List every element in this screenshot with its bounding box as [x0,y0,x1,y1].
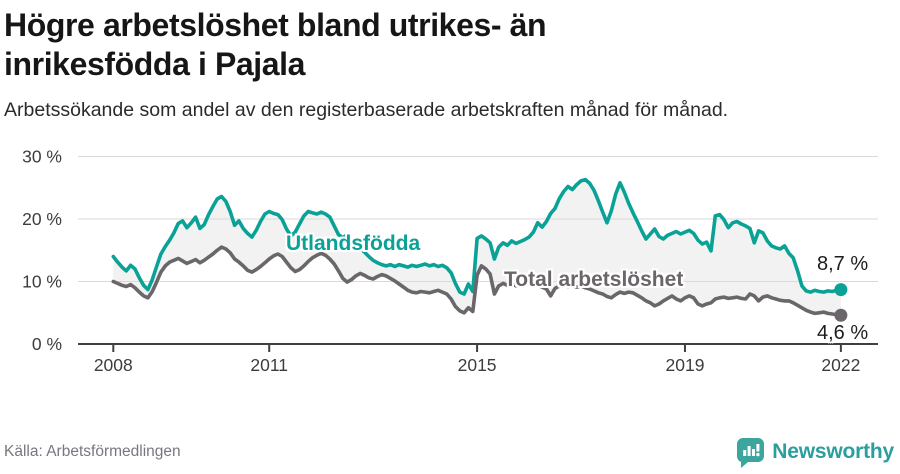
chart-header: Högre arbetslöshet bland utrikes- än inr… [0,0,900,124]
x-axis-label: 2019 [666,355,705,375]
newsworthy-wordmark: Newsworthy [772,440,894,463]
x-axis-label: 2015 [458,355,497,375]
series-line [111,245,843,318]
y-axis-label: 20 % [22,209,62,229]
x-axis-label: 2011 [250,355,288,375]
series-line [111,177,843,296]
series-label-total-arbetsloshet: Total arbetslöshet [504,267,684,291]
newsworthy-bubble-icon [737,437,765,468]
x-axis-label: 2008 [94,355,133,375]
chart-title: Högre arbetslöshet bland utrikes- än inr… [4,7,547,83]
series-end-dot [834,308,848,322]
end-value-utlandsfodda: 8,7 % [817,252,869,275]
plot-area: 0 % 10 % 20 % 30 % 2008 2011 2015 2019 2022 [22,146,878,375]
source-note: Källa: Arbetsförmedlingen [4,443,181,460]
y-axis-label: 0 % [32,334,62,354]
chart-footer: Källa: Arbetsförmedlingen Newsworthy [0,434,900,470]
newsworthy-logo: Newsworthy [736,437,894,468]
end-value-total-arbetsloshet: 4,6 % [817,321,869,344]
chart-subtitle: Arbetssökande som andel av den registerb… [4,99,729,122]
series-end-dot [834,283,848,297]
x-axis-label: 2022 [821,355,860,375]
line-chart: 0 % 10 % 20 % 30 % 2008 2011 2015 2019 2022 Utla… [0,132,900,378]
series-label-utlandsfodda: Utlandsfödda [286,231,421,255]
y-axis-label: 30 % [22,146,62,166]
y-axis-label: 10 % [22,271,62,291]
